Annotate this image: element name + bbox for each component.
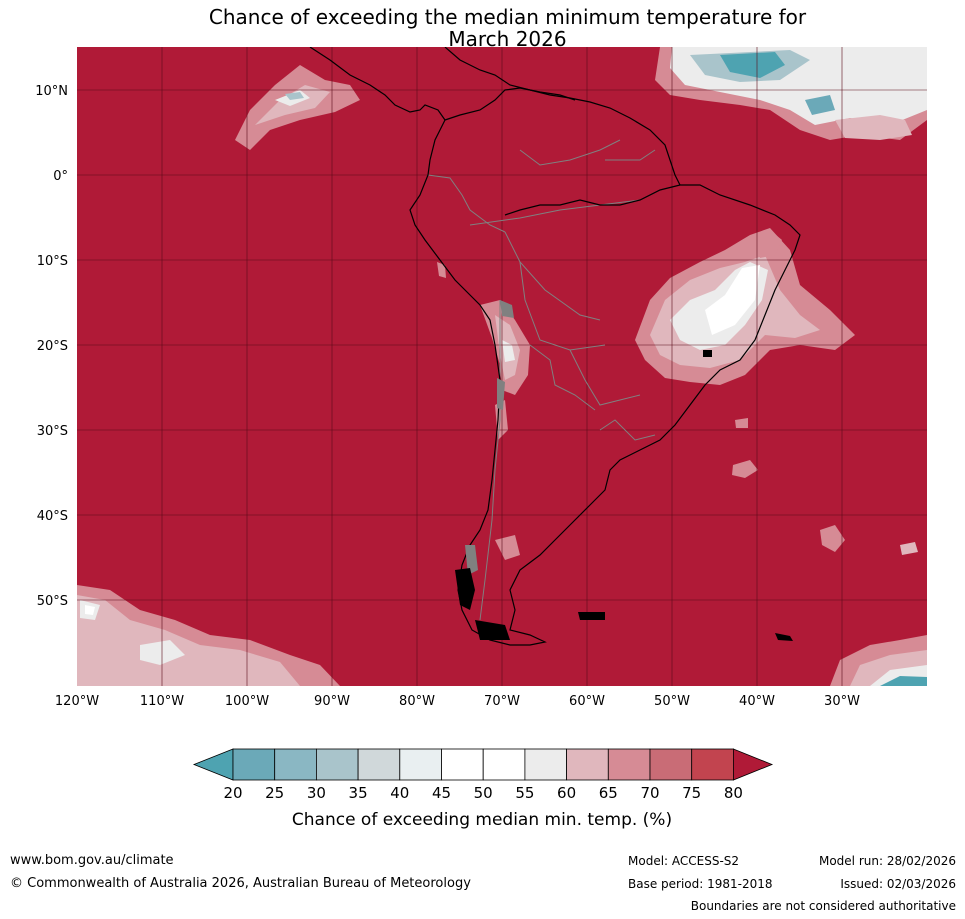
lon-label: 120°W bbox=[55, 694, 99, 709]
colorbar-tick-label: 35 bbox=[349, 784, 368, 802]
colorbar-tick-labels: 20 25 30 35 40 45 50 55 60 65 70 75 80 bbox=[223, 784, 742, 802]
issued-text: Issued: 02/03/2026 bbox=[840, 877, 956, 891]
model-text: Model: ACCESS-S2 bbox=[628, 854, 740, 868]
website-link[interactable]: www.bom.gov.au/climate bbox=[10, 853, 174, 868]
lon-label: 30°W bbox=[824, 694, 860, 709]
colorbar-high-extension bbox=[733, 748, 774, 781]
probability-patch-south-pacific bbox=[77, 585, 340, 686]
colorbar-tick-label: 40 bbox=[390, 784, 409, 802]
map-plot-area bbox=[77, 47, 927, 686]
colorbar-segment bbox=[691, 748, 734, 781]
probability-patch-north-atlantic bbox=[655, 47, 927, 140]
lat-label: 20°S bbox=[37, 339, 68, 354]
lon-label: 100°W bbox=[225, 694, 269, 709]
lon-label: 70°W bbox=[484, 694, 520, 709]
colorbar-tick-label: 60 bbox=[557, 784, 576, 802]
colorbar-segment bbox=[315, 748, 359, 781]
lon-label: 40°W bbox=[739, 694, 775, 709]
colorbar-low-extension bbox=[192, 748, 234, 781]
latitude-labels: 10°N 0° 10°S 20°S 30°S 40°S 50°S bbox=[35, 84, 68, 609]
colorbar-segment bbox=[566, 748, 609, 781]
lon-label: 60°W bbox=[569, 694, 605, 709]
copyright-text: © Commonwealth of Australia 2026, Austra… bbox=[10, 876, 471, 891]
probability-patch-south bbox=[495, 418, 918, 560]
lon-label: 110°W bbox=[140, 694, 184, 709]
colorbar-tick-label: 65 bbox=[599, 784, 618, 802]
probability-patch-south-atlantic bbox=[830, 635, 927, 686]
lon-label: 50°W bbox=[654, 694, 690, 709]
colorbar-segment bbox=[441, 748, 484, 781]
lat-label: 40°S bbox=[37, 509, 68, 524]
map-title-line2: March 2026 bbox=[448, 27, 567, 51]
lat-label: 10°N bbox=[35, 84, 68, 99]
colorbar-segment bbox=[524, 748, 568, 781]
graticule bbox=[77, 47, 927, 686]
terrain-mask bbox=[465, 300, 514, 575]
lon-label: 90°W bbox=[314, 694, 350, 709]
colorbar-tick-label: 45 bbox=[432, 784, 451, 802]
colorbar-tick-label: 70 bbox=[640, 784, 659, 802]
probability-patch-central-pacific bbox=[235, 65, 360, 150]
colorbar-tick-label: 30 bbox=[307, 784, 326, 802]
longitude-labels: 120°W 110°W 100°W 90°W 80°W 70°W 60°W 50… bbox=[55, 694, 860, 709]
lat-label: 50°S bbox=[37, 594, 68, 609]
colorbar-title: Chance of exceeding median min. temp. (%… bbox=[292, 810, 672, 830]
colorbar-segment bbox=[232, 748, 276, 781]
model-run-text: Model run: 28/02/2026 bbox=[818, 854, 956, 868]
colorbar bbox=[192, 748, 774, 781]
lat-label: 0° bbox=[53, 169, 68, 184]
base-period-text: Base period: 1981-2018 bbox=[628, 877, 773, 891]
colorbar-segment bbox=[607, 748, 651, 781]
colorbar-segment bbox=[649, 748, 693, 781]
colorbar-tick-label: 20 bbox=[223, 784, 242, 802]
colorbar-tick-label: 80 bbox=[724, 784, 743, 802]
colorbar-segment bbox=[482, 748, 526, 781]
lon-label: 80°W bbox=[399, 694, 435, 709]
lat-label: 30°S bbox=[37, 424, 68, 439]
probability-patch-andes bbox=[437, 262, 530, 440]
probability-patch-brazil bbox=[635, 228, 855, 385]
map-title-line1: Chance of exceeding the median minimum t… bbox=[208, 5, 807, 29]
colorbar-segment bbox=[357, 748, 401, 781]
colorbar-segment bbox=[399, 748, 442, 781]
colorbar-tick-label: 75 bbox=[682, 784, 701, 802]
colorbar-segment bbox=[274, 748, 317, 781]
colorbar-tick-label: 50 bbox=[474, 784, 493, 802]
colorbar-tick-label: 25 bbox=[265, 784, 284, 802]
lat-label: 10°S bbox=[37, 254, 68, 269]
islands bbox=[455, 350, 793, 641]
colorbar-tick-label: 55 bbox=[515, 784, 534, 802]
disclaimer-text: Boundaries are not considered authoritat… bbox=[690, 899, 956, 913]
coastline bbox=[309, 47, 801, 646]
